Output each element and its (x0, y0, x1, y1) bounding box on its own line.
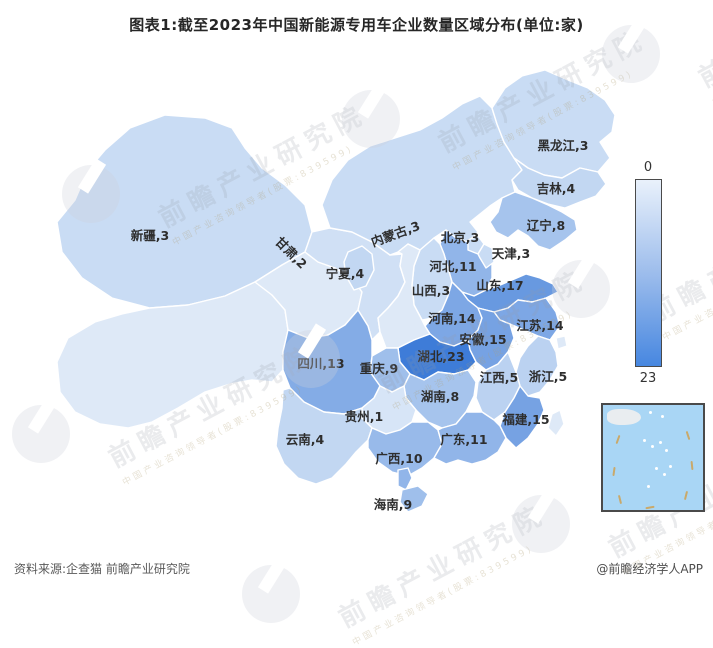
legend-max-label: 23 (639, 371, 657, 386)
province-label-吉林: 吉林,4 (537, 181, 576, 196)
province-label-山东: 山东,17 (476, 278, 523, 293)
province-shanghai (555, 335, 568, 350)
province-label-江苏: 江苏,14 (516, 318, 563, 333)
province-label-贵州: 贵州,1 (345, 409, 383, 424)
province-hunan (403, 369, 477, 429)
legend-min-label: 0 (643, 160, 653, 175)
province-guangdong (397, 411, 507, 491)
province-neimenggu (321, 95, 523, 256)
inset-landmass (607, 409, 641, 425)
province-ningxia (343, 245, 375, 291)
credit-text: @前瞻经济学人APP (596, 562, 703, 576)
province-label-重庆: 重庆,9 (360, 361, 398, 376)
province-label-湖南: 湖南,8 (421, 389, 459, 404)
province-label-广东: 广东,11 (440, 432, 487, 447)
province-hainan (399, 485, 429, 513)
province-liaoning (489, 191, 578, 251)
province-label-广西: 广西,10 (375, 451, 422, 466)
south-china-sea-inset (601, 403, 705, 512)
chart-title: 图表1:截至2023年中国新能源专用车企业数量区域分布(单位:家) (129, 16, 584, 34)
province-label-河南: 河南,14 (428, 311, 475, 326)
province-label-北京: 北京,3 (441, 230, 479, 245)
province-label-天津: 天津,3 (492, 246, 530, 261)
province-label-河北: 河北,11 (429, 259, 476, 274)
province-label-山西: 山西,3 (412, 283, 450, 298)
province-label-云南: 云南,4 (286, 432, 325, 447)
province-taiwan (547, 409, 565, 437)
province-label-浙江: 浙江,5 (529, 369, 567, 384)
province-label-江西: 江西,5 (480, 370, 518, 385)
province-xinjiang (56, 114, 313, 309)
province-jilin (511, 157, 607, 209)
province-label-安徽: 安徽,15 (459, 332, 506, 347)
province-label-黑龙江: 黑龙江,3 (538, 138, 589, 153)
province-label-辽宁: 辽宁,8 (527, 218, 565, 233)
legend-gradient-bar (634, 179, 662, 367)
province-label-宁夏: 宁夏,4 (326, 266, 365, 281)
province-tianjin (477, 243, 495, 269)
data-source-text: 资料来源:企查猫 前瞻产业研究院 (14, 562, 190, 576)
province-label-海南: 海南,9 (374, 497, 412, 512)
province-label-四川: 四川,13 (297, 356, 344, 371)
province-label-新疆: 新疆,3 (131, 228, 169, 243)
province-label-福建: 福建,15 (501, 412, 549, 427)
province-yunnan (275, 387, 373, 485)
province-zhejiang (515, 335, 559, 397)
color-scale-legend: 0 23 (626, 160, 670, 386)
province-label-湖北: 湖北,23 (417, 349, 464, 364)
